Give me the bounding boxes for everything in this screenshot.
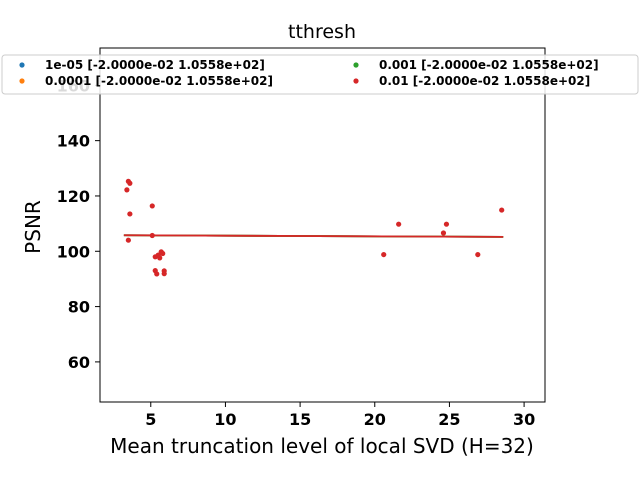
data-point bbox=[161, 271, 167, 277]
legend-marker bbox=[353, 62, 359, 68]
data-point bbox=[124, 187, 130, 193]
data-point bbox=[443, 221, 450, 227]
data-point bbox=[160, 250, 166, 257]
y-tick-label: 100 bbox=[57, 242, 90, 261]
legend-marker bbox=[353, 78, 359, 84]
data-points bbox=[124, 178, 505, 277]
data-point bbox=[157, 255, 163, 261]
data-point bbox=[381, 251, 387, 258]
data-point bbox=[149, 203, 155, 209]
data-point bbox=[149, 232, 155, 239]
y-axis-label: PSNR bbox=[21, 200, 45, 254]
data-point bbox=[127, 180, 133, 186]
x-tick-label: 20 bbox=[364, 410, 386, 429]
y-tick-label: 60 bbox=[68, 353, 90, 372]
chart-title: tthresh bbox=[288, 21, 356, 43]
data-point bbox=[125, 237, 131, 243]
y-tick-label: 120 bbox=[57, 187, 90, 206]
x-tick-label: 25 bbox=[438, 410, 460, 429]
legend-label: 0.001 [-2.0000e-02 1.0558e+02] bbox=[379, 58, 599, 72]
data-point bbox=[396, 221, 402, 227]
x-axis-label: Mean truncation level of local SVD (H=32… bbox=[110, 434, 534, 458]
plot-area bbox=[99, 47, 546, 403]
fit-line bbox=[123, 234, 504, 238]
legend-label: 0.01 [-2.0000e-02 1.0558e+02] bbox=[379, 74, 590, 88]
data-point bbox=[499, 207, 505, 213]
data-point bbox=[127, 211, 133, 217]
x-tick-label: 10 bbox=[214, 410, 236, 429]
legend-box bbox=[1, 54, 639, 95]
data-point bbox=[440, 230, 447, 236]
data-point bbox=[154, 271, 160, 277]
x-tick-label: 15 bbox=[289, 410, 311, 429]
legend-marker bbox=[19, 78, 25, 84]
x-tick-label: 30 bbox=[513, 410, 535, 429]
y-axis: 6080100120140160 bbox=[57, 76, 100, 372]
legend-label: 1e-05 [-2.0000e-02 1.0558e+02] bbox=[45, 58, 265, 72]
x-axis: 5 10 15 20 25 30 bbox=[145, 402, 535, 429]
y-tick-label: 140 bbox=[57, 132, 90, 151]
legend-marker bbox=[19, 62, 25, 68]
x-tick-label: 5 bbox=[145, 410, 156, 429]
legend-label: 0.0001 [-2.0000e-02 1.0558e+02] bbox=[45, 74, 273, 88]
y-tick-label: 80 bbox=[68, 298, 90, 317]
legend: 1e-05 [-2.0000e-02 1.0558e+02] 0.0001 [-2… bbox=[1, 54, 639, 95]
fit-lines bbox=[123, 234, 504, 238]
data-point bbox=[475, 251, 481, 258]
